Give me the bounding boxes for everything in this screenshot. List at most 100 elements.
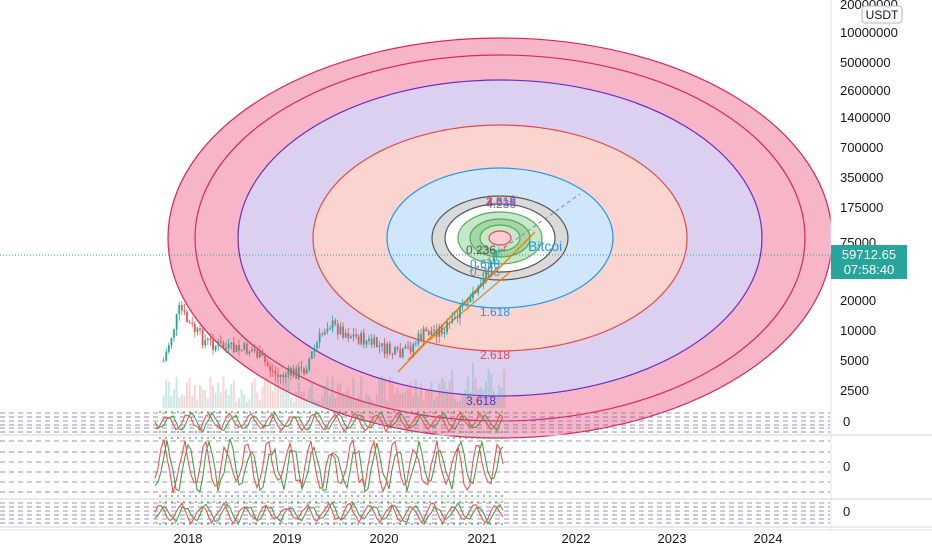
time-tick-label: 2023 <box>658 531 687 546</box>
candle-body <box>433 329 435 331</box>
oscillator-dot <box>285 523 287 525</box>
oscillator-dot <box>273 495 275 497</box>
volume-bar <box>274 378 277 408</box>
oscillator-dot <box>261 495 263 497</box>
oscillator-dot <box>483 495 485 497</box>
oscillator-dot <box>279 431 281 433</box>
time-axis[interactable]: 2018 2019 2020 2021 2022 2023 2024 <box>0 529 932 546</box>
oscillator-dot <box>231 501 233 503</box>
oscillator-dot <box>357 501 359 503</box>
volume-bar <box>472 362 475 408</box>
candle-body <box>238 345 240 351</box>
candle-body <box>196 328 199 332</box>
candle-body <box>349 336 352 339</box>
price-tick-label: 10000 <box>840 323 876 338</box>
volume-bar <box>381 376 384 408</box>
oscillator-dot <box>405 411 407 413</box>
oscillator-dot <box>213 411 215 413</box>
volume-bar <box>339 383 342 408</box>
candle-body <box>162 360 165 362</box>
oscillator-panes[interactable]: 0 0 0 <box>0 411 932 528</box>
oscillator-dot <box>387 495 389 497</box>
oscillator-dot <box>441 495 443 497</box>
volume-bar <box>162 395 165 408</box>
oscillator-dot <box>201 411 203 413</box>
candle-body <box>258 351 261 358</box>
candle-body <box>214 345 217 350</box>
candle-body <box>373 337 376 345</box>
oscillator-signal-line <box>154 501 504 525</box>
price-axis[interactable]: 2000000010000000500000026000001400000700… <box>840 0 898 398</box>
candle-body <box>453 316 456 319</box>
fib-level-label: 2.618 <box>480 348 510 362</box>
candle-body <box>485 271 487 278</box>
oscillator-line <box>154 411 504 433</box>
oscillator-dot <box>483 411 485 413</box>
oscillator-dot <box>333 411 335 413</box>
price-tag: 59712.65 07:58:40 <box>831 245 907 279</box>
oscillator-dot <box>219 437 221 439</box>
candle-body <box>219 341 222 344</box>
volume-bar <box>310 382 313 408</box>
oscillator-dot <box>411 437 413 439</box>
oscillator-dot <box>369 501 371 503</box>
fib-level-label: 1.618 <box>480 305 510 319</box>
candle-body <box>287 367 290 375</box>
oscillator-dot <box>327 411 329 413</box>
currency-badge[interactable]: USDT <box>861 5 903 24</box>
oscillator-dot <box>351 501 353 503</box>
oscillator-dot <box>423 523 425 525</box>
candle-body <box>383 343 386 355</box>
candle-body <box>378 345 381 348</box>
oscillator-dot <box>501 495 503 497</box>
candle-body <box>167 345 170 352</box>
oscillator-signal-line <box>154 411 504 434</box>
oscillator-dot <box>339 495 341 497</box>
candle-body <box>396 347 399 350</box>
oscillator-dot <box>291 523 293 525</box>
volume-bar <box>212 385 215 408</box>
fib-level-label: 3.618 <box>486 195 516 209</box>
oscillator-dot <box>243 437 245 439</box>
candle-layer <box>162 245 506 384</box>
candle-body <box>461 303 464 307</box>
oscillator-dot <box>267 411 269 413</box>
oscillator-dot <box>393 501 395 503</box>
oscillator-dot <box>351 523 353 525</box>
oscillator-dot <box>459 431 461 433</box>
volume-bar <box>407 388 410 408</box>
oscillator-dot <box>489 523 491 525</box>
oscillator-dot <box>297 495 299 497</box>
oscillator-dot <box>441 437 443 439</box>
oscillator-dot <box>489 501 491 503</box>
oscillator-dot <box>453 501 455 503</box>
oscillator-dot <box>315 495 317 497</box>
oscillator-dot <box>471 437 473 439</box>
candle-body <box>360 332 363 344</box>
oscillator-dot <box>369 411 371 413</box>
oscillator-dot <box>303 523 305 525</box>
oscillator-dot <box>225 495 227 497</box>
oscillator-dot <box>453 523 455 525</box>
fib-level-label: 2.618 <box>486 193 516 207</box>
oscillator-dot <box>315 411 317 413</box>
oscillator-dot <box>195 411 197 413</box>
oscillator-dot <box>411 523 413 525</box>
oscillator-dot <box>183 437 185 439</box>
candle-body <box>464 302 467 304</box>
oscillator-dot <box>171 495 173 497</box>
oscillator-dot <box>399 501 401 503</box>
volume-bar <box>368 396 371 408</box>
price-tag-price: 59712.65 <box>842 247 896 262</box>
oscillator-dot <box>231 495 233 497</box>
oscillator-dot <box>399 523 401 525</box>
oscillator-signal-line <box>154 438 504 494</box>
oscillator-dot <box>495 495 497 497</box>
oscillator-dot <box>297 523 299 525</box>
oscillator-dot <box>405 431 407 433</box>
oscillator-dot <box>285 495 287 497</box>
oscillator-dot <box>255 501 257 503</box>
oscillator-dot <box>369 431 371 433</box>
volume-bar <box>321 395 324 408</box>
